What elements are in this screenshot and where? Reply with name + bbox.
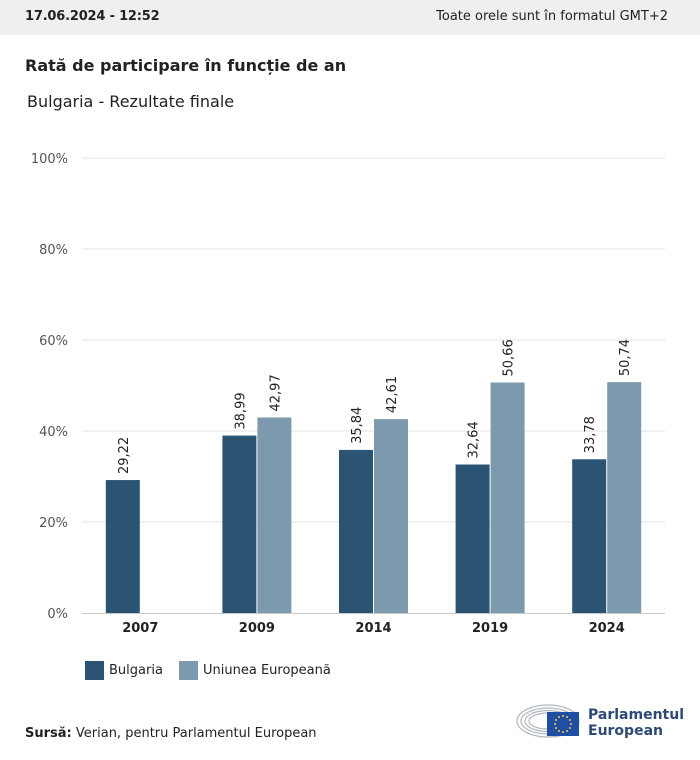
y-tick-label: 20%	[39, 516, 68, 531]
legend-label-bulgaria: Bulgaria	[109, 663, 163, 678]
bar-bulgaria	[105, 480, 140, 613]
x-tick-label: 2009	[239, 621, 275, 636]
data-label: 29,22	[117, 437, 132, 474]
x-tick-label: 2019	[472, 621, 508, 636]
x-tick-label: 2014	[355, 621, 391, 636]
bar-bulgaria	[339, 449, 373, 613]
y-tick-label: 100%	[31, 152, 68, 167]
source-label: Sursă:	[25, 726, 72, 741]
bar-eu	[607, 382, 642, 613]
data-label: 42,61	[385, 376, 400, 413]
logo-line-1: Parlamentul	[588, 707, 684, 723]
bar-bulgaria	[455, 464, 490, 613]
source-text: Verian, pentru Parlamentul European	[75, 726, 317, 741]
x-tick-label: 2007	[122, 621, 158, 636]
data-label: 32,64	[467, 421, 482, 458]
top-bar: 17.06.2024 - 12:52 Toate orele sunt în f…	[0, 0, 700, 35]
y-tick-label: 0%	[47, 607, 68, 622]
bar-chart: 0% 20% 40% 60% 80% 100% 29,22 2007 38,99 42,97 200…	[31, 152, 665, 636]
timestamp: 17.06.2024 - 12:52	[25, 9, 160, 24]
data-label: 38,99	[233, 392, 248, 429]
chart-title: Rată de participare în funcție de an	[25, 56, 347, 75]
bar-bulgaria	[222, 435, 257, 613]
source-note: Sursă: Verian, pentru Parlamentul Europe…	[25, 726, 317, 741]
y-tick-label: 60%	[39, 334, 68, 349]
chart-subtitle: Bulgaria - Rezultate finale	[27, 92, 235, 111]
y-tick-label: 80%	[39, 243, 68, 258]
logo-line-2: European	[588, 723, 663, 739]
y-tick-label: 40%	[39, 425, 68, 440]
legend-swatch-bulgaria	[85, 661, 104, 680]
bar-eu	[490, 382, 525, 613]
data-label: 42,97	[268, 374, 283, 411]
bar-bulgaria	[572, 459, 607, 613]
data-label: 50,66	[502, 339, 517, 376]
bar-eu	[257, 417, 292, 613]
logo-text: Parlamentul European	[588, 707, 684, 739]
european-parliament-emblem-icon	[516, 704, 580, 738]
legend-swatch-eu	[179, 661, 198, 680]
timezone-note: Toate orele sunt în formatul GMT+2	[436, 9, 668, 24]
legend-label-eu: Uniunea Europeană	[203, 663, 331, 678]
parliament-logo: Parlamentul European	[515, 702, 685, 742]
data-label: 35,84	[350, 407, 365, 444]
x-tick-label: 2024	[589, 621, 625, 636]
bar-eu	[374, 419, 408, 613]
data-label: 33,78	[583, 416, 598, 453]
data-label: 50,74	[618, 339, 633, 376]
